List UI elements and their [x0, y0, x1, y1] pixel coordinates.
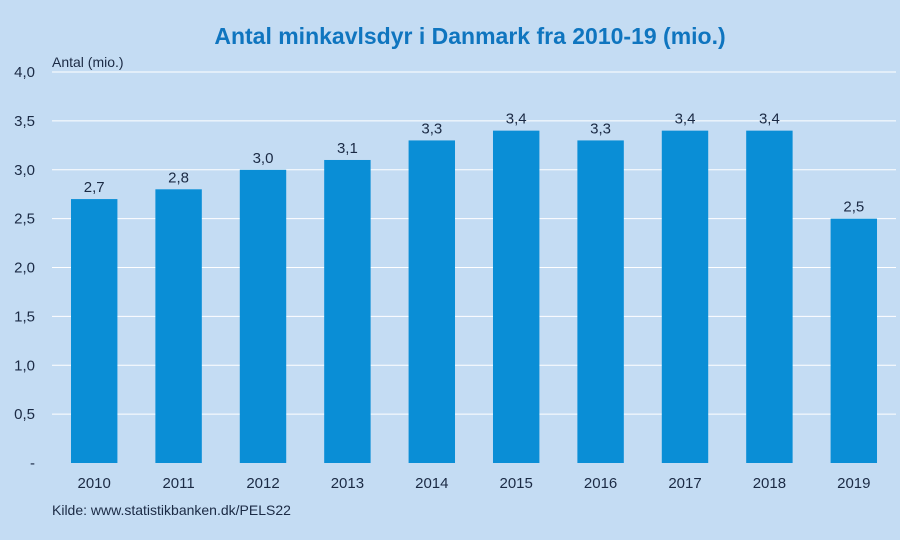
y-tick-label: 2,5 [14, 211, 35, 228]
bar [70, 199, 118, 463]
y-axis-title: Antal (mio.) [52, 54, 124, 70]
x-tick-label: 2014 [415, 475, 448, 492]
x-tick-label: 2019 [837, 475, 870, 492]
x-axis-ticks: 2010 2011 2012 2013 2014 2015 2016 2017 2018 2019 [78, 475, 871, 492]
bar [746, 130, 793, 463]
x-tick-label: 2012 [246, 475, 279, 492]
bar [661, 130, 709, 463]
bar [324, 159, 371, 463]
y-tick-label: 3,0 [14, 162, 35, 179]
data-label: 3,3 [590, 120, 611, 137]
data-label: 2,8 [168, 169, 189, 186]
chart-title: Antal minkavlsdyr i Danmark fra 2010-19 … [214, 23, 725, 49]
data-label: 3,4 [759, 111, 780, 128]
x-tick-label: 2011 [162, 475, 194, 492]
y-tick-label: 0,5 [14, 406, 35, 423]
y-axis-ticks: - 0,5 1,0 1,5 2,0 2,5 3,0 3,5 4,0 [14, 64, 35, 472]
x-tick-label: 2015 [500, 475, 533, 492]
x-tick-label: 2010 [78, 475, 111, 492]
data-label: 2,7 [84, 179, 105, 196]
y-tick-label: 1,0 [14, 357, 35, 374]
source-note: Kilde: www.statistikbanken.dk/PELS22 [52, 502, 291, 518]
bar [155, 189, 202, 464]
data-label: 3,1 [337, 140, 358, 157]
x-tick-label: 2017 [668, 475, 701, 492]
bar [830, 218, 878, 463]
data-label: 3,3 [421, 120, 442, 137]
x-tick-label: 2018 [753, 475, 786, 492]
bar [408, 140, 456, 464]
data-label: 2,5 [843, 199, 864, 216]
y-tick-label: 2,0 [14, 260, 35, 277]
y-tick-label: 1,5 [14, 308, 35, 325]
y-tick-label: 4,0 [14, 64, 35, 81]
data-labels: 2,7 2,8 3,0 3,1 3,3 3,4 3,3 3,4 3,4 2,5 [84, 111, 864, 216]
bars [70, 130, 878, 464]
bar [492, 130, 540, 463]
y-tick-label: - [30, 455, 35, 472]
bar [577, 140, 624, 464]
y-tick-label: 3,5 [14, 113, 35, 130]
x-tick-label: 2013 [331, 475, 364, 492]
data-label: 3,0 [253, 150, 274, 167]
data-label: 3,4 [506, 111, 527, 128]
bar [239, 169, 287, 463]
data-label: 3,4 [675, 111, 696, 128]
x-tick-label: 2016 [584, 475, 617, 492]
